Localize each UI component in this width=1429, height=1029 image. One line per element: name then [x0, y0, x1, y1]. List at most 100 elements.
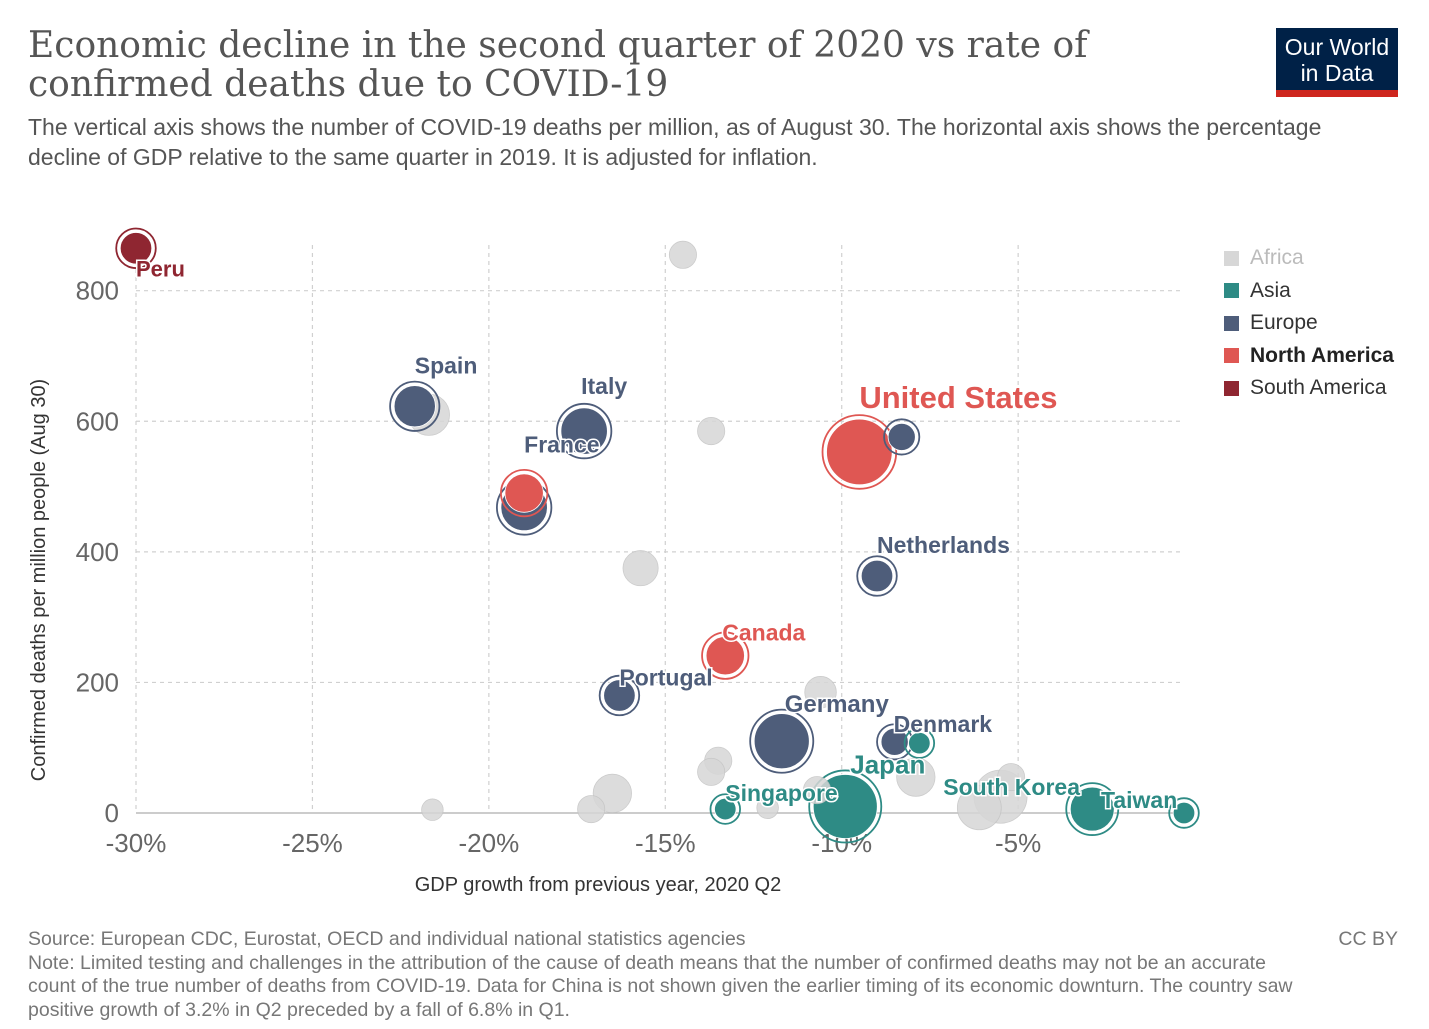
point-label[interactable]: South Korea: [942, 773, 1082, 802]
point-highlight-ring: [598, 674, 641, 717]
point-highlight-ring: [821, 414, 898, 490]
point-layer: [115, 227, 1200, 844]
legend-swatch: [1224, 283, 1239, 299]
point-highlight-ring: [709, 793, 741, 825]
legend-swatch: [1224, 250, 1239, 266]
point-label[interactable]: United States: [858, 378, 1059, 416]
point-highlight-ring: [1168, 797, 1200, 829]
point-circle: [577, 795, 606, 824]
data-point: [598, 674, 641, 717]
point-circle: [697, 757, 726, 786]
legend-item[interactable]: South America: [1224, 372, 1394, 405]
data-point: [756, 796, 779, 819]
legend-swatch: [1224, 315, 1239, 331]
point-circle: [705, 636, 745, 676]
data-point: [1065, 782, 1120, 836]
point-circle: [826, 418, 893, 486]
x-tick-label: -15%: [635, 828, 696, 858]
point-label[interactable]: Spain: [413, 351, 479, 380]
data-point: [883, 418, 921, 456]
point-label[interactable]: Netherlands: [876, 531, 1012, 560]
data-point: [804, 676, 837, 709]
point-circle: [504, 473, 544, 513]
legend-swatch: [1224, 348, 1239, 364]
point-circle: [603, 679, 636, 712]
data-point: [903, 727, 936, 759]
point-label[interactable]: Italy: [580, 372, 629, 401]
chart-subtitle: The vertical axis shows the number of CO…: [28, 114, 1322, 170]
data-point: [997, 763, 1026, 792]
legend-swatch: [1224, 380, 1239, 396]
data-point: [697, 417, 726, 446]
point-circle: [668, 240, 697, 269]
data-point: [956, 785, 1002, 831]
data-point: [749, 708, 815, 774]
legend-label: Asia: [1250, 278, 1291, 302]
point-circle: [560, 407, 608, 455]
legend-label: Africa: [1250, 246, 1304, 270]
data-point: [500, 468, 549, 518]
data-point: [803, 776, 832, 805]
chart-title: Economic decline in the second quarter o…: [28, 25, 1088, 105]
point-label[interactable]: Denmark: [892, 709, 994, 738]
data-point: [821, 414, 898, 490]
source-text: Source: European CDC, Eurostat, OECD and…: [28, 928, 746, 950]
legend-label: Europe: [1250, 311, 1318, 335]
data-point: [668, 240, 697, 269]
license-link[interactable]: CC BY: [1338, 928, 1398, 950]
legend-item[interactable]: North America: [1224, 340, 1394, 373]
legend-item[interactable]: Europe: [1224, 307, 1394, 340]
point-highlight-ring: [389, 380, 441, 432]
legend-item[interactable]: Asia: [1224, 275, 1394, 308]
point-circle: [908, 731, 931, 755]
data-point: [622, 550, 659, 587]
note-text: Note: Limited testing and challenges in …: [28, 951, 1293, 1021]
data-point: [556, 402, 613, 460]
point-highlight-ring: [701, 631, 750, 680]
logo-line-2: in Data: [1300, 60, 1374, 86]
point-circle: [997, 763, 1026, 792]
point-circle: [421, 798, 444, 821]
point-circle: [622, 550, 659, 587]
point-circle: [119, 232, 153, 265]
x-axis-title: GDP growth from previous year, 2020 Q2: [415, 874, 781, 896]
point-highlight-ring: [903, 727, 936, 759]
point-label[interactable]: France: [523, 430, 601, 459]
point-highlight-ring: [556, 402, 613, 460]
point-label[interactable]: Taiwan: [1100, 786, 1179, 815]
point-label[interactable]: Singapore: [724, 779, 839, 808]
point-label[interactable]: Germany: [783, 690, 891, 720]
point-highlight-ring: [808, 769, 883, 844]
y-tick-label: 800: [76, 276, 119, 306]
point-label[interactable]: Portugal: [618, 663, 714, 692]
point-circle: [804, 676, 837, 709]
legend-item[interactable]: Africa: [1224, 242, 1394, 275]
legend: Africa Asia Europe North America South Ameri…: [1224, 242, 1394, 405]
data-point: [577, 795, 606, 824]
data-point: [697, 757, 726, 786]
point-highlight-ring: [115, 227, 157, 269]
point-highlight-ring: [749, 708, 815, 774]
point-highlight-ring: [500, 468, 549, 518]
point-label[interactable]: Japan: [849, 748, 927, 781]
data-point: [856, 555, 898, 597]
label-layer: Peru Spain Italy France United States Netherl…: [135, 255, 1179, 815]
point-circle: [860, 559, 894, 593]
point-label[interactable]: Peru: [135, 255, 187, 283]
logo-line-1: Our World: [1284, 34, 1390, 60]
x-tick-label: -20%: [459, 828, 520, 858]
point-circle: [1069, 786, 1115, 832]
x-tick-label: -25%: [282, 828, 343, 858]
y-tick-label: 600: [76, 406, 119, 436]
point-label[interactable]: Canada: [721, 618, 807, 647]
point-circle: [803, 776, 832, 805]
data-point: [709, 793, 741, 825]
point-highlight-ring: [856, 555, 898, 597]
legend-label: North America: [1250, 343, 1394, 367]
point-circle: [887, 422, 916, 451]
legend-label: South America: [1250, 376, 1387, 400]
point-circle: [756, 796, 779, 819]
owid-logo[interactable]: Our World in Data: [1276, 28, 1398, 97]
